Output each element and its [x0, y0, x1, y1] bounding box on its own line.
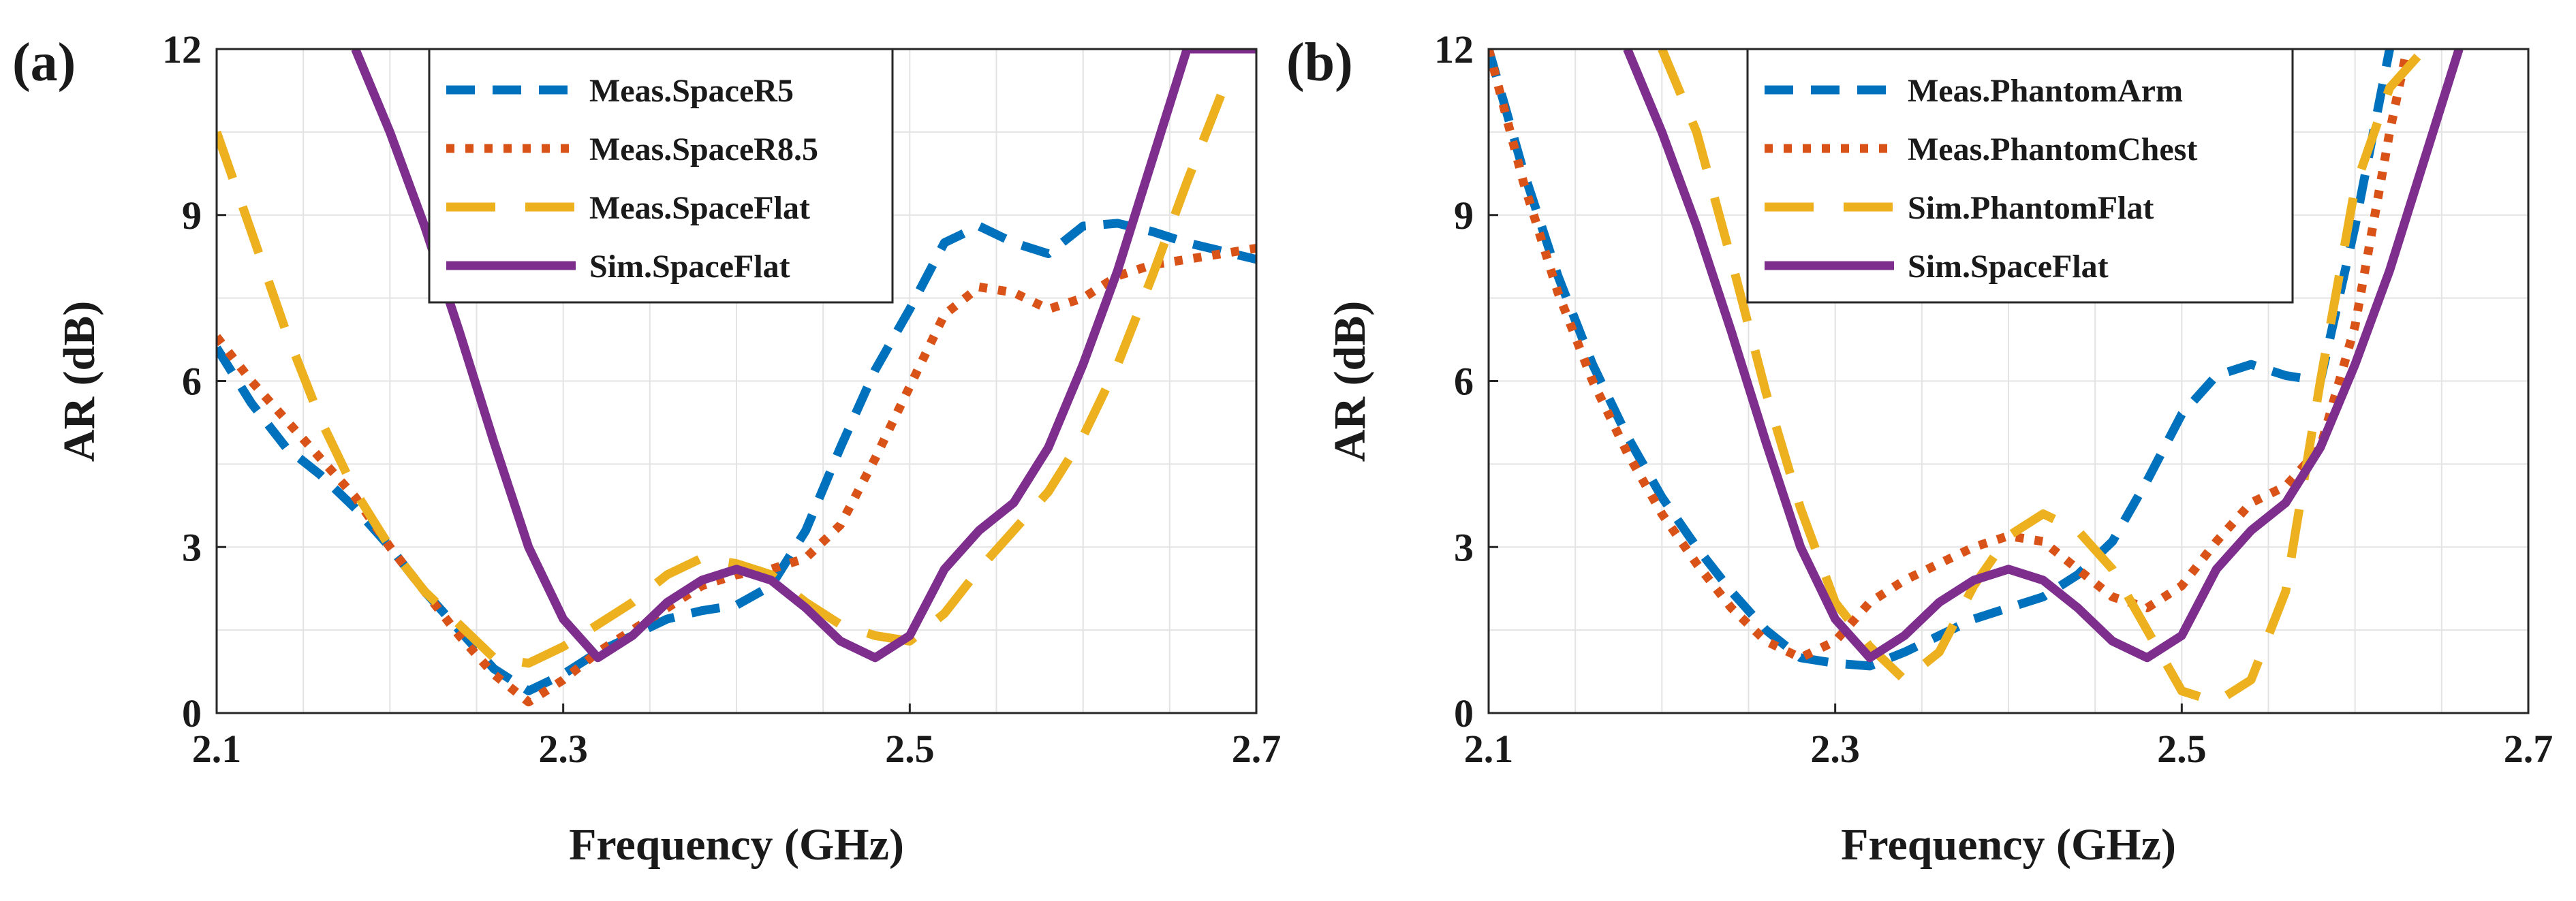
series-line-b-4 [1623, 49, 2464, 663]
legend-label-a-3: Meas.SpaceFlat [589, 190, 810, 226]
y-tick-label: 3 [1454, 525, 1474, 569]
chart-panel-a: 2.1 2.3 2.5 2.7 0 3 6 9 12 (a) AR (dB) Frequency… [12, 27, 1281, 870]
y-tick-label: 9 [1454, 193, 1474, 238]
x-tick-label: 2.3 [538, 727, 588, 771]
y-tick-label: 0 [1454, 691, 1474, 736]
legend-label-b-1: Meas.PhantomArm [1908, 73, 2183, 109]
series-line-a-3 [217, 91, 1226, 668]
series-line-a-1 [217, 219, 1256, 695]
x-axis-label-b: Frequency (GHz) [1841, 820, 2176, 870]
y-tick-label: 6 [182, 360, 202, 404]
y-axis-label-a: AR (dB) [55, 301, 104, 462]
x-tick-label: 2.3 [1810, 727, 1860, 771]
x-tick-label: 2.1 [192, 727, 242, 771]
panel-label-b: (b) [1286, 33, 1353, 93]
chart-panel-b: 2.1 2.3 2.5 2.7 0 3 6 9 12 (b) AR (dB) Frequency… [1286, 27, 2553, 870]
x-tick-label: 2.7 [1232, 727, 1282, 771]
legend-label-a-2: Meas.SpaceR8.5 [589, 131, 818, 168]
y-tick-label: 0 [182, 691, 202, 736]
x-tick-label: 2.1 [1464, 727, 1514, 771]
series-group-a [217, 49, 1256, 707]
series-group-b [1489, 49, 2464, 707]
series-line-b-2 [1489, 49, 2412, 663]
y-tick-label: 12 [1434, 27, 1474, 72]
legend-a: Meas.SpaceR5 Meas.SpaceR8.5 Meas.SpaceFlat… [428, 48, 894, 304]
y-axis-label-b: AR (dB) [1325, 301, 1375, 462]
legend-label-a-1: Meas.SpaceR5 [589, 73, 794, 109]
y-tick-label: 12 [162, 27, 202, 72]
legend-b: Meas.PhantomArm Meas.PhantomChest Sim.Phan… [1746, 48, 2294, 304]
x-tick-label: 2.5 [2157, 727, 2207, 771]
x-tick-label: 2.7 [2504, 727, 2554, 771]
series-line-b-3 [1658, 49, 2428, 707]
panel-label-a: (a) [12, 33, 76, 93]
y-tick-label: 3 [182, 525, 202, 569]
legend-label-a-4: Sim.SpaceFlat [589, 249, 790, 285]
series-line-a-2 [217, 244, 1256, 707]
tick-labels-a: 2.1 2.3 2.5 2.7 0 3 6 9 12 [162, 27, 1281, 771]
tick-labels-b: 2.1 2.3 2.5 2.7 0 3 6 9 12 [1434, 27, 2553, 771]
x-axis-label-a: Frequency (GHz) [569, 820, 904, 870]
legend-label-b-4: Sim.SpaceFlat [1908, 249, 2109, 285]
legend-label-b-2: Meas.PhantomChest [1908, 131, 2197, 168]
y-tick-label: 6 [1454, 360, 1474, 404]
legend-label-b-3: Sim.PhantomFlat [1908, 190, 2154, 226]
series-line-a-4 [351, 49, 1256, 663]
x-tick-label: 2.5 [885, 727, 935, 771]
series-line-b-1 [1489, 49, 2394, 671]
y-tick-label: 9 [182, 193, 202, 238]
